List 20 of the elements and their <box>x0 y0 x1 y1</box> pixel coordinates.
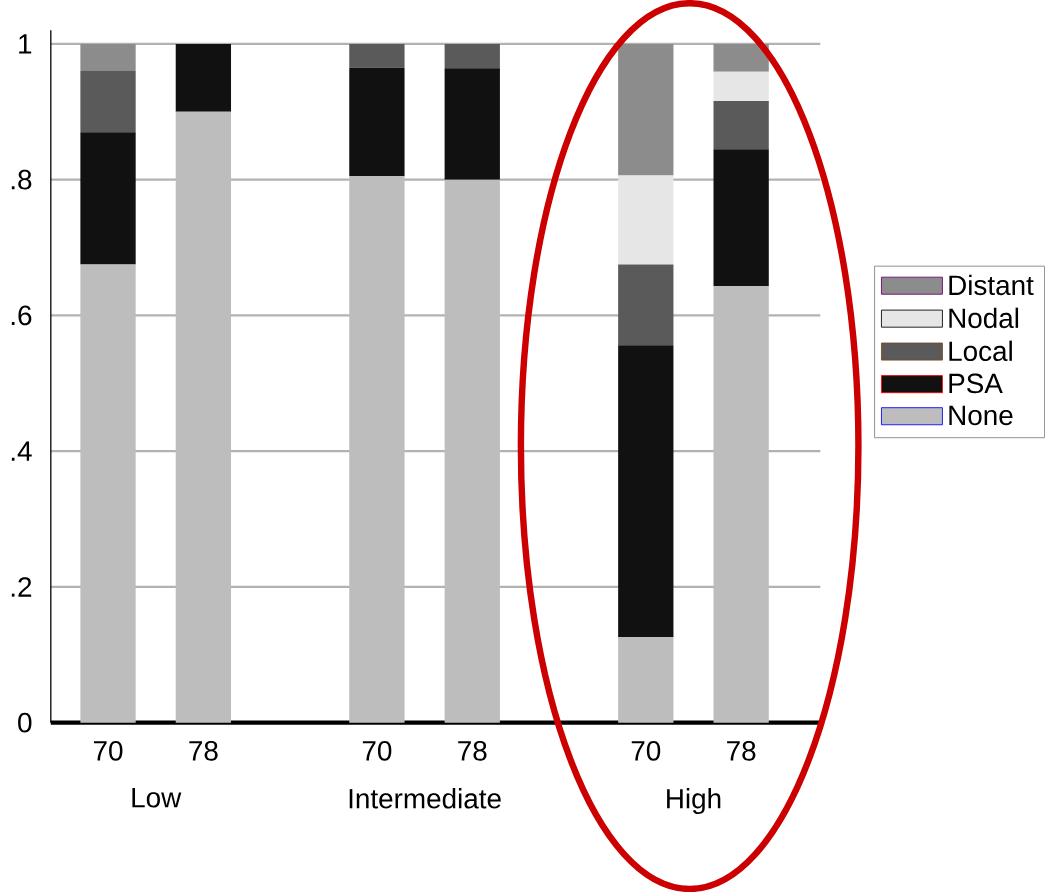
legend-label: None <box>949 405 1013 426</box>
y-tick-label: 1 <box>19 34 32 54</box>
y-tick-label: .8 <box>11 169 32 190</box>
y-tick-label: .4 <box>11 441 32 461</box>
x-tick-label: 78 <box>727 740 756 761</box>
y-tick-label: .2 <box>11 577 32 597</box>
y-tick-label: 0 <box>18 712 32 733</box>
legend-label: Nodal <box>949 307 1019 329</box>
legend-label: Local <box>949 340 1012 361</box>
legend-label: PSA <box>949 373 1003 394</box>
text: High <box>667 788 721 814</box>
x-tick-label: 70 <box>631 740 661 761</box>
x-tick-label: 70 <box>93 740 123 761</box>
x-tick-label: 70 <box>362 740 392 761</box>
y-tick-label: .6 <box>11 305 32 326</box>
x-tick-label: 78 <box>189 740 218 761</box>
legend-label: Distant <box>949 274 1034 296</box>
text: Intermediate <box>349 788 501 809</box>
x-tick-label: 78 <box>458 740 487 761</box>
text: Low <box>132 788 182 808</box>
